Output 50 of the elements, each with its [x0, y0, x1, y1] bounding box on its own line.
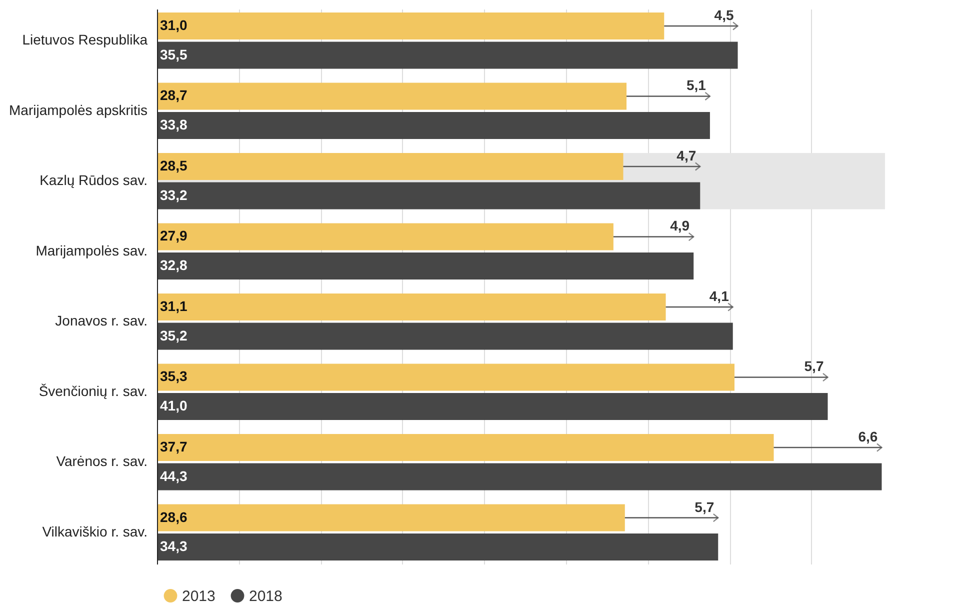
legend-label: 2018: [249, 588, 282, 605]
annotation: 6,6: [858, 428, 878, 444]
bar: [157, 294, 666, 320]
bar: [157, 82, 627, 110]
y-tick-label: Lietuvos Respublika: [22, 32, 148, 48]
y-tick-label: Marijampolės sav.: [36, 242, 148, 258]
y-tick-label: Varėnos r. sav.: [56, 453, 148, 470]
data-label: 28,6: [160, 508, 188, 525]
y-tick-label: Kazlų Rūdos sav.: [40, 172, 148, 188]
annotation: 4,5: [714, 6, 734, 23]
annotation: 5,7: [694, 498, 714, 515]
y-tick-label: Marijampolės apskritis: [9, 102, 148, 118]
y-tick-label: Jonavos r. sav.: [55, 312, 148, 329]
data-label: 32,8: [160, 257, 188, 274]
data-label: 44,3: [160, 468, 188, 484]
bar: [157, 112, 710, 139]
bar: [157, 182, 700, 210]
bar: [157, 223, 614, 250]
bar: [157, 42, 738, 69]
data-label: 31,0: [160, 16, 188, 33]
data-label: 34,3: [160, 538, 188, 554]
bar: [157, 463, 882, 490]
data-label: 27,9: [160, 228, 188, 244]
data-label: 33,2: [160, 186, 188, 203]
data-label: 28,5: [160, 157, 188, 174]
y-tick-label: Švenčionių r. sav.: [38, 382, 148, 399]
bar: [157, 434, 774, 461]
bar: [157, 393, 828, 420]
y-tick-label: Vilkaviškio r. sav.: [42, 523, 148, 540]
bar: [157, 322, 733, 350]
data-label: 35,5: [160, 46, 188, 62]
data-label: 35,3: [160, 368, 188, 384]
bar: [157, 504, 625, 532]
legend-label: 2013: [182, 588, 216, 605]
data-label: 28,7: [160, 87, 188, 104]
annotation: 4,1: [709, 288, 730, 304]
data-label: 37,7: [160, 438, 188, 454]
annotation: 4,7: [676, 147, 696, 164]
annotation: 5,7: [804, 358, 824, 374]
annotation: 5,1: [686, 77, 706, 94]
bar: [157, 252, 694, 280]
annotation: 4,9: [670, 218, 690, 234]
data-label: 35,2: [160, 327, 188, 344]
data-label: 41,0: [160, 398, 188, 414]
bar: [157, 153, 624, 180]
data-label: 31,1: [160, 298, 188, 314]
data-label: 33,8: [160, 116, 188, 133]
bar: [157, 534, 718, 560]
bar: [157, 12, 664, 40]
bar: [157, 364, 734, 391]
